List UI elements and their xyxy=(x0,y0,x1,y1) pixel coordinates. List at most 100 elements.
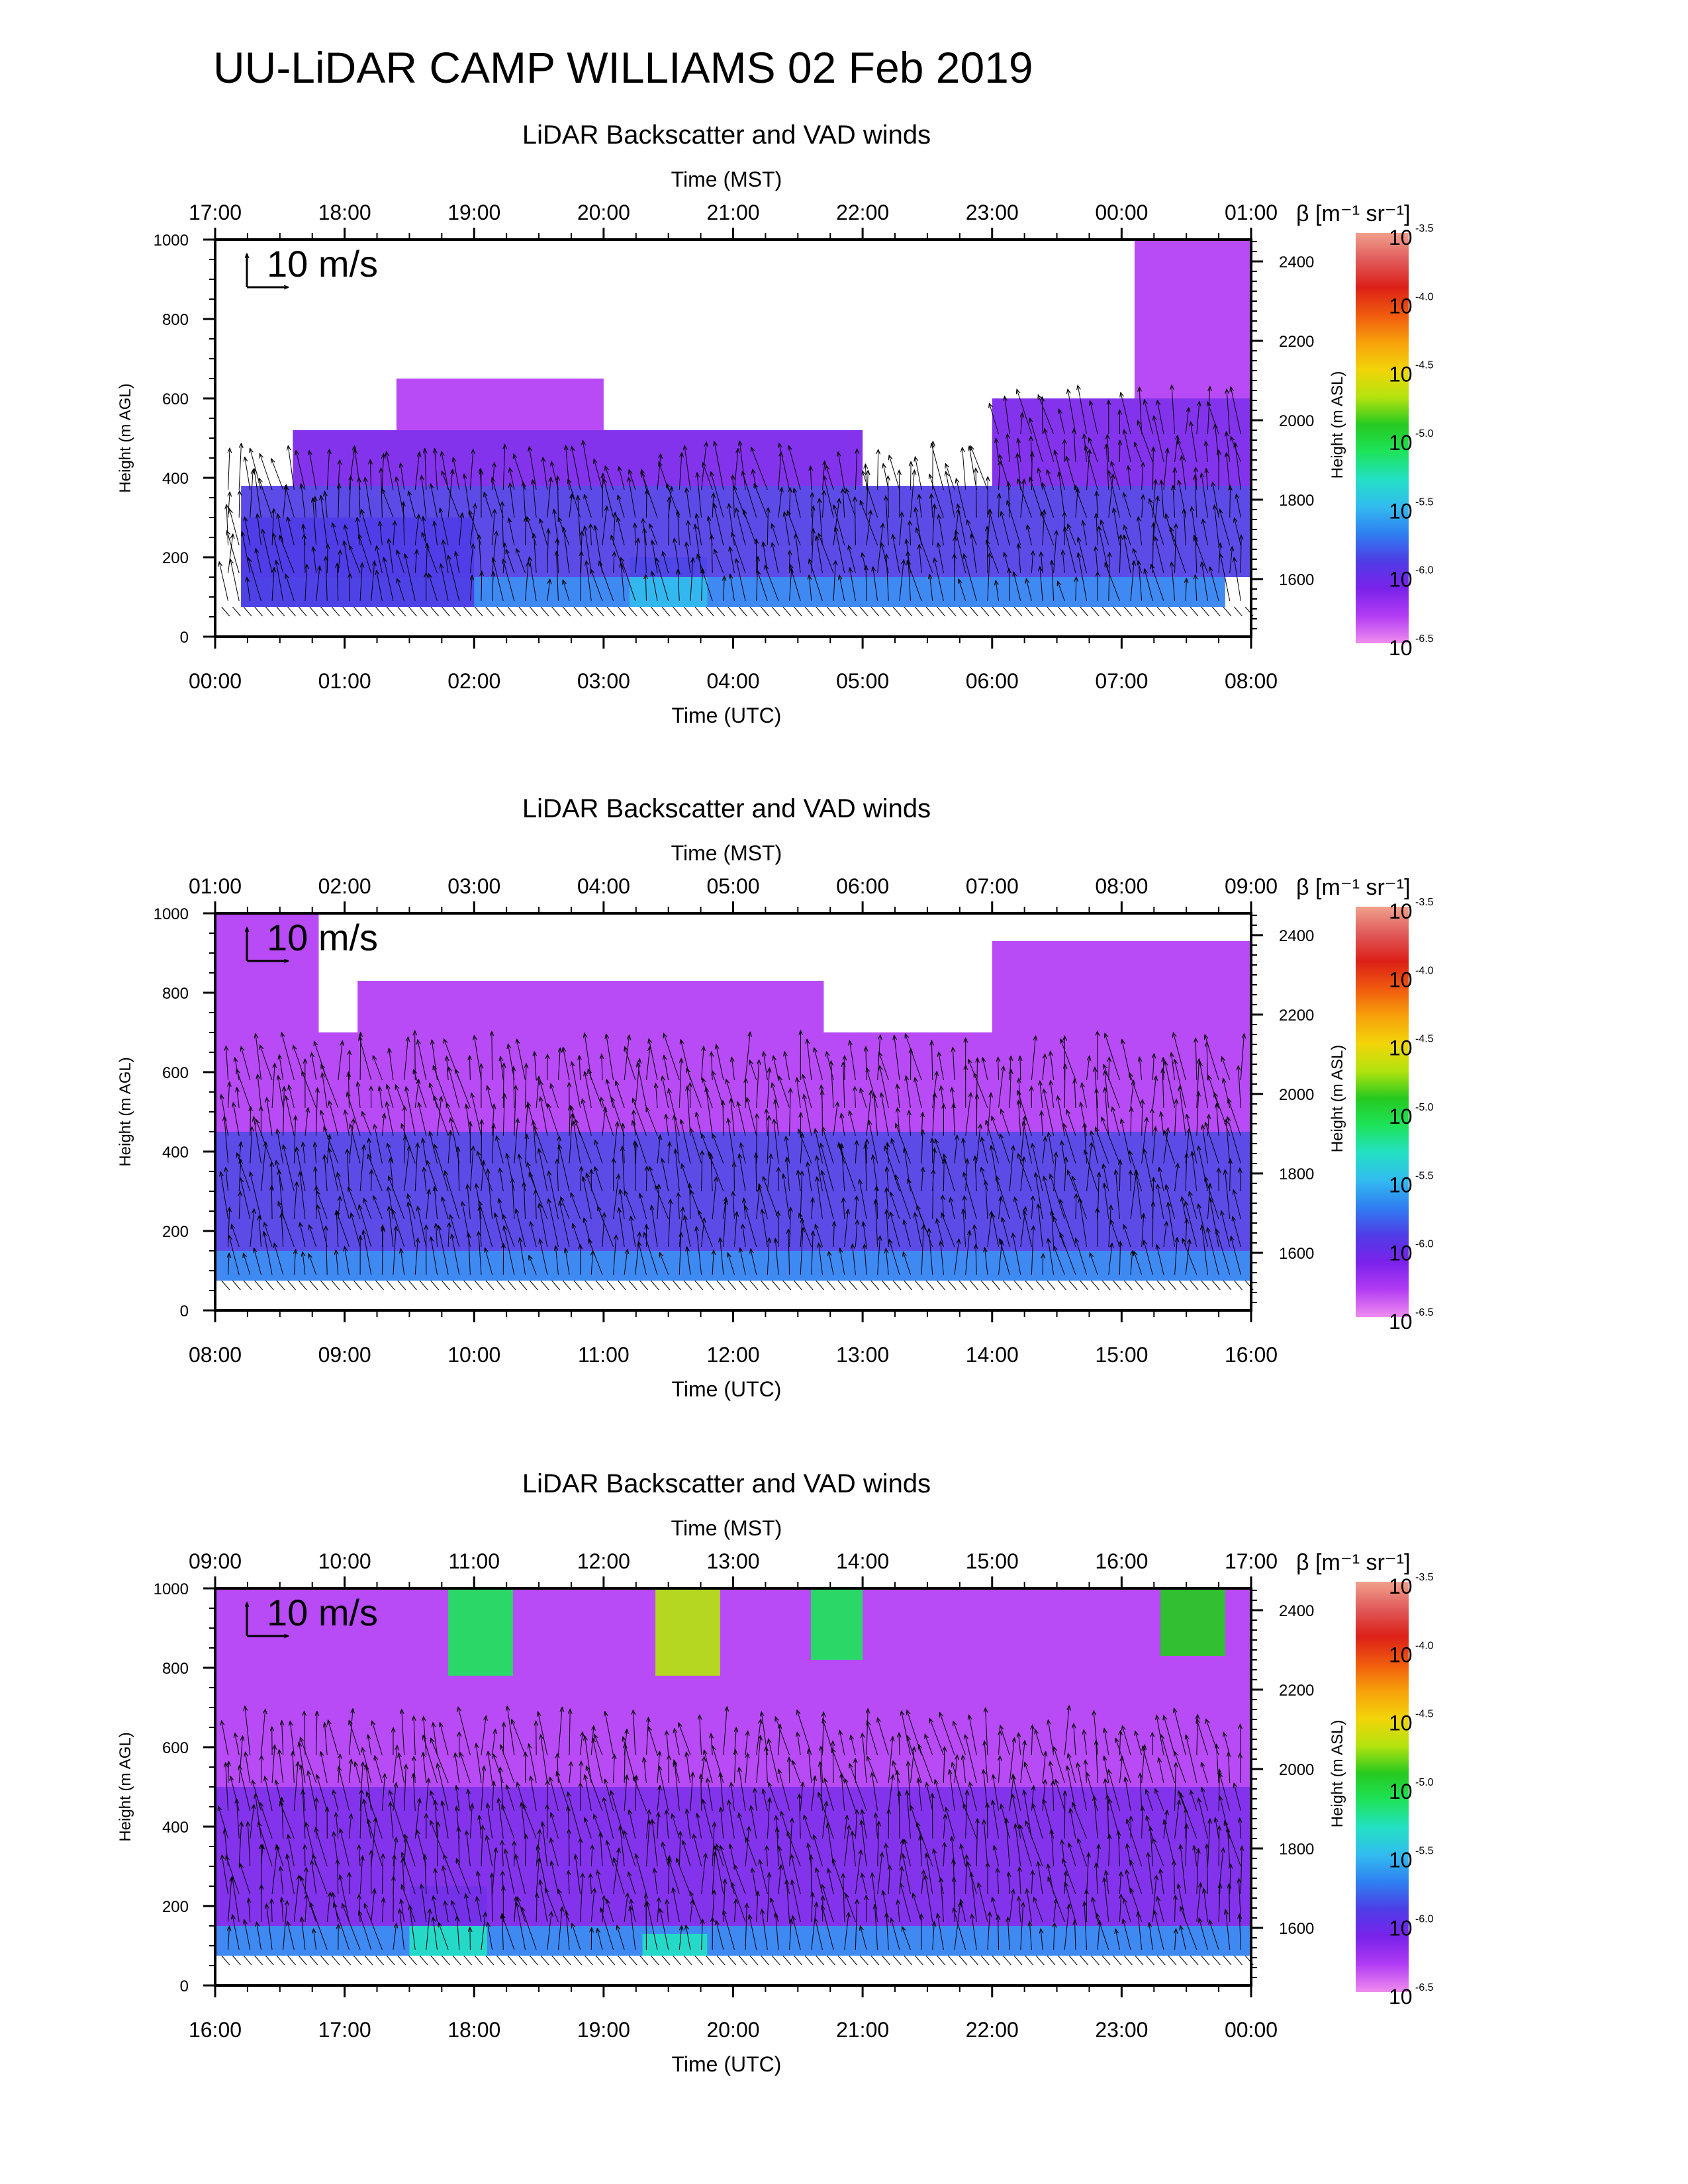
surface-vector-766 xyxy=(463,1280,472,1291)
wind-vector-253 xyxy=(778,488,782,518)
wind-vector-71 xyxy=(312,1054,317,1081)
wind-vector-24 xyxy=(260,455,273,490)
surface-vector-541 xyxy=(551,606,561,617)
y-tick-label: 1000 xyxy=(154,1580,189,1598)
wind-vector-49 xyxy=(326,450,329,490)
wind-vector-374 xyxy=(1018,480,1032,518)
surface-vector-603 xyxy=(1234,606,1243,617)
y-axis-label: Height (m AGL) xyxy=(117,1732,134,1841)
wind-vector-188 xyxy=(629,478,636,518)
wind-vector-93 xyxy=(422,477,427,518)
colorbar-base: 10 xyxy=(1389,1310,1413,1334)
surface-vector-825 xyxy=(1113,1280,1122,1291)
surface-vector-529 xyxy=(419,606,428,617)
wind-vector-305 xyxy=(899,561,904,602)
right-tick-label: 2200 xyxy=(1279,1007,1314,1024)
surface-vector-602 xyxy=(1223,606,1232,617)
wind-vector-28 xyxy=(283,485,287,518)
surface-vector-596 xyxy=(1156,606,1166,617)
wind-vector-25 xyxy=(276,561,284,602)
surface-vector-763 xyxy=(430,1280,440,1291)
wind-vector-14 xyxy=(237,1088,239,1109)
wind-vector-53 xyxy=(286,1097,295,1136)
wind-vector-349 xyxy=(971,447,988,490)
surface-vector-755 xyxy=(342,1955,352,1966)
surface-vector-586 xyxy=(1047,606,1056,617)
wind-vector-234 xyxy=(733,449,737,490)
wind-vector-132 xyxy=(404,1136,406,1164)
wind-vector-86 xyxy=(322,1065,339,1109)
surface-vector-778 xyxy=(595,1280,604,1291)
wind-vector-22 xyxy=(272,510,274,546)
surface-vector-815 xyxy=(1002,1955,1011,1966)
x-tick-label: 15:00 xyxy=(1095,1343,1148,1367)
wind-vector-155 xyxy=(427,1161,438,1192)
wind-vector-34 xyxy=(271,1186,272,1220)
wind-vector-461 xyxy=(1158,401,1164,435)
wind-vector-98 xyxy=(348,1188,361,1220)
surface-vector-766 xyxy=(463,1955,472,1966)
surface-vector-550 xyxy=(650,606,659,617)
wind-vector-378 xyxy=(1040,567,1043,602)
wind-vector-465 xyxy=(1173,486,1175,518)
wind-vector-468 xyxy=(1172,386,1176,435)
x-tick-label: 06:00 xyxy=(966,669,1019,693)
surface-vector-785 xyxy=(673,1280,681,1291)
wind-vector-379 xyxy=(1041,553,1043,574)
surface-vector-811 xyxy=(959,1280,968,1291)
colorbar-exponent: -6.0 xyxy=(1415,1239,1434,1250)
surface-vector-587 xyxy=(1058,606,1066,617)
surface-vector-812 xyxy=(970,1280,978,1291)
wind-vector-140 xyxy=(530,557,537,602)
surface-vector-749 xyxy=(276,1955,285,1966)
wind-vector-15 xyxy=(248,559,261,602)
surface-vector-752 xyxy=(309,1955,318,1966)
wind-vector-362 xyxy=(1008,435,1009,463)
surface-vector-781 xyxy=(628,1955,637,1966)
surface-vector-756 xyxy=(353,1955,362,1966)
wind-vector-507 xyxy=(1237,495,1241,518)
surface-vector-820 xyxy=(1058,1955,1066,1966)
wind-vector-252 xyxy=(772,524,779,546)
wind-vector-83 xyxy=(397,478,405,518)
wind-vector-124 xyxy=(492,463,494,490)
wind-vector-281 xyxy=(835,527,845,574)
wind-vector-151 xyxy=(418,1040,427,1081)
surface-vector-799 xyxy=(826,1955,835,1966)
surface-vector-783 xyxy=(650,1280,659,1291)
surface-vector-784 xyxy=(661,1955,671,1966)
wind-vector-101 xyxy=(443,541,449,574)
surface-vector-807 xyxy=(914,1280,923,1291)
surface-vector-810 xyxy=(947,1280,957,1291)
surface-vector-794 xyxy=(771,1955,780,1966)
wind-vector-156 xyxy=(563,528,570,574)
wind-vector-40 xyxy=(316,567,320,602)
surface-vector-832 xyxy=(1190,1955,1199,1966)
y-tick-label: 200 xyxy=(162,1898,189,1916)
surface-vector-751 xyxy=(298,1280,307,1291)
surface-vector-553 xyxy=(683,606,692,617)
wind-vector-136 xyxy=(516,549,526,574)
wind-vector-297 xyxy=(861,501,878,546)
wind-vector-407 xyxy=(1078,538,1088,574)
wind-vector-208 xyxy=(667,484,680,518)
wind-vector-385 xyxy=(1052,561,1054,602)
wind-vector-393 xyxy=(1062,551,1064,574)
right-tick-label: 2400 xyxy=(1279,1602,1314,1620)
wind-vector-298 xyxy=(863,471,878,518)
wind-vector-280 xyxy=(839,576,845,602)
surface-vector-786 xyxy=(683,1955,692,1966)
wind-vector-162 xyxy=(578,496,581,546)
y-axis-label: Height (m AGL) xyxy=(117,383,134,492)
wind-vector-294 xyxy=(865,465,867,490)
wind-vector-365 xyxy=(1018,545,1020,574)
top-tick-label: 19:00 xyxy=(447,201,500,224)
surface-vector-785 xyxy=(673,1955,681,1966)
right-tick-label: 1800 xyxy=(1279,1841,1314,1858)
x-tick-label: 10:00 xyxy=(447,1343,500,1367)
wind-vector-87 xyxy=(338,1042,342,1081)
surface-vector-753 xyxy=(320,1280,329,1291)
wind-vector-44 xyxy=(309,451,317,490)
surface-vector-780 xyxy=(618,1280,626,1291)
wind-vector-54 xyxy=(338,461,340,490)
